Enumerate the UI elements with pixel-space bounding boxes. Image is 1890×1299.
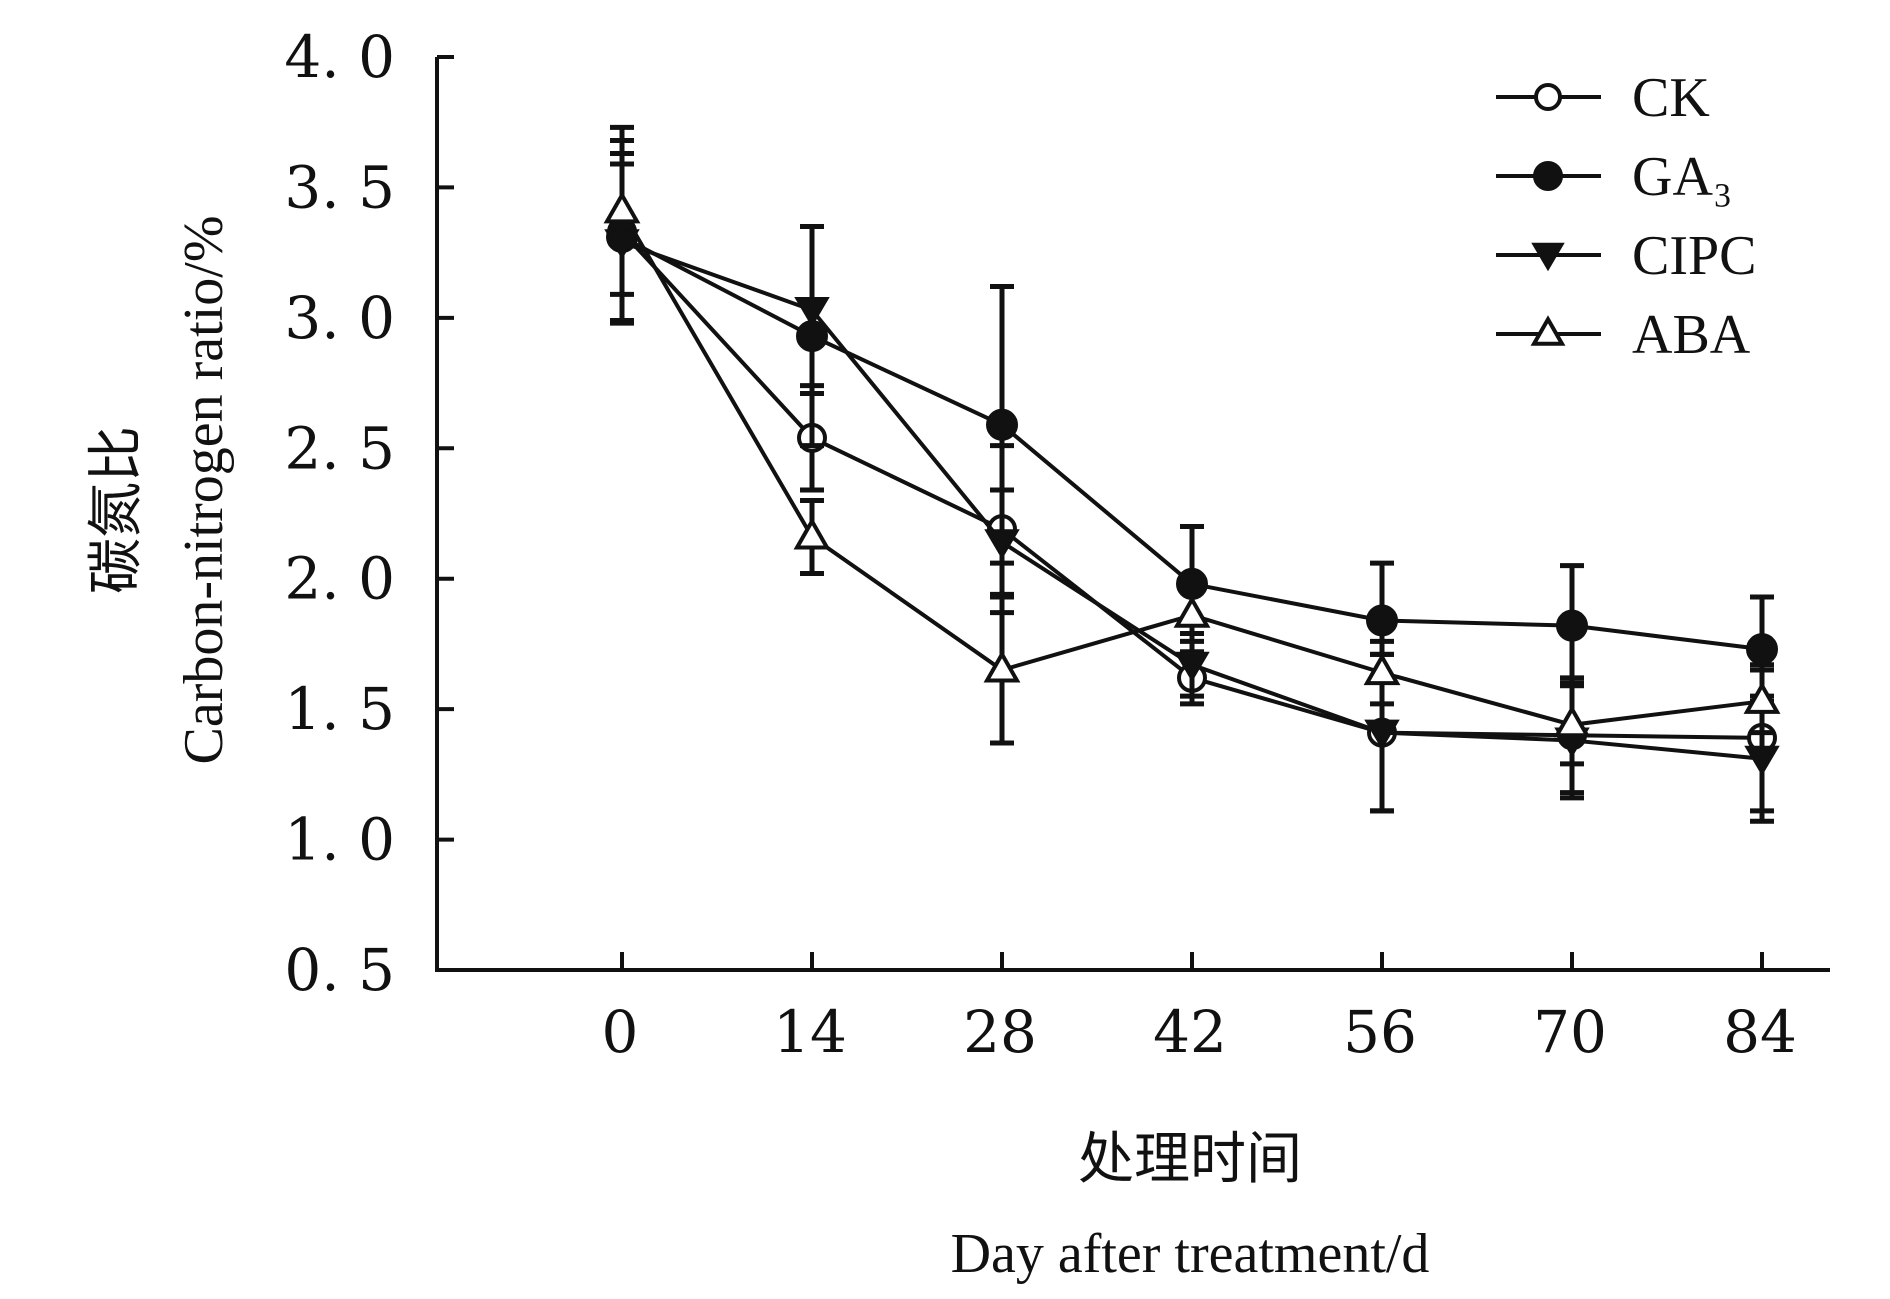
y-tick-label: 0. 5 xyxy=(284,936,395,1004)
filled-triangle-down-marker xyxy=(984,529,1020,560)
open-triangle-up-marker xyxy=(1363,652,1401,686)
x-axis-title-cn: 处理时间 xyxy=(1078,1129,1302,1191)
open-triangle-up-marker xyxy=(603,191,641,224)
legend-label: ABA xyxy=(1632,304,1751,366)
x-tick-label: 70 xyxy=(1533,998,1607,1066)
series-layer xyxy=(603,124,1781,824)
filled-circle-marker xyxy=(1556,609,1588,642)
filled-circle-marker xyxy=(986,408,1018,441)
legend-label: GA₃ xyxy=(1632,146,1732,208)
y-tick-label: 3. 0 xyxy=(284,284,395,352)
y-tick-label: 3. 5 xyxy=(284,153,395,221)
filled-circle-marker xyxy=(1533,161,1563,191)
filled-circle-marker xyxy=(1366,604,1398,637)
filled-triangle-down-marker xyxy=(794,297,830,328)
x-tick-label: 42 xyxy=(1153,998,1227,1066)
x-tick-label: 28 xyxy=(963,998,1037,1066)
filled-triangle-down-marker xyxy=(1531,242,1565,272)
x-tick-label: 84 xyxy=(1723,998,1797,1066)
open-triangle-up-marker xyxy=(1173,595,1211,628)
x-tick-label: 0 xyxy=(602,998,639,1066)
y-tick-label: 2. 5 xyxy=(284,414,395,482)
filled-triangle-down-marker xyxy=(1744,745,1780,776)
x-ticks: 0 14 28 42 56 70 84 xyxy=(602,952,1797,1066)
legend-label: CIPC xyxy=(1632,225,1757,287)
open-triangle-up-marker xyxy=(1530,315,1566,346)
y-tick-label: 1. 5 xyxy=(284,675,395,743)
y-tick-label: 4. 0 xyxy=(284,23,395,91)
y-axis-title-cn: 碳氮比 xyxy=(86,426,148,594)
open-triangle-up-marker xyxy=(1553,705,1591,738)
x-tick-label: 56 xyxy=(1343,998,1417,1066)
series-group xyxy=(607,137,1777,814)
x-axis-title-en: Day after treatment/d xyxy=(951,1223,1430,1285)
axes xyxy=(435,57,1830,972)
filled-triangle-down-marker xyxy=(1364,719,1400,750)
x-tick-label: 14 xyxy=(773,998,847,1066)
legend-label: CK xyxy=(1632,67,1710,129)
open-triangle-up-marker xyxy=(793,517,831,550)
series-group xyxy=(603,124,1781,767)
open-triangle-up-marker xyxy=(1743,681,1781,714)
legend: CK GA₃ CIPC ABA xyxy=(1496,67,1757,366)
y-tick-label: 1. 0 xyxy=(284,806,395,874)
y-ticks: 0. 5 1. 0 1. 5 2. 0 2. 5 3. 0 3. 5 4. 0 xyxy=(284,23,454,1004)
y-tick-label: 2. 0 xyxy=(284,545,395,613)
open-circle-marker xyxy=(1534,83,1562,111)
y-axis-title-en: Carbon-nitrogen ratio/% xyxy=(173,216,235,765)
open-triangle-up-marker xyxy=(983,650,1021,683)
filled-circle-marker xyxy=(1746,633,1778,666)
